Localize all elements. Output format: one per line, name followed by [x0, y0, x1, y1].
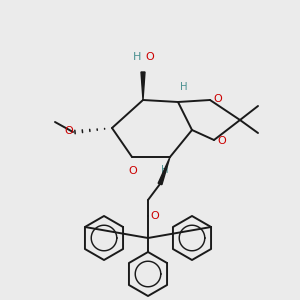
Text: O: O [217, 136, 226, 146]
Text: O: O [129, 166, 137, 176]
Polygon shape [158, 157, 170, 185]
Polygon shape [141, 72, 145, 100]
Text: O: O [150, 211, 159, 221]
Text: H: H [133, 52, 141, 62]
Text: O: O [64, 126, 73, 136]
Text: H: H [180, 82, 188, 92]
Text: O: O [213, 94, 222, 104]
Text: O: O [145, 52, 154, 62]
Text: H: H [160, 165, 168, 175]
